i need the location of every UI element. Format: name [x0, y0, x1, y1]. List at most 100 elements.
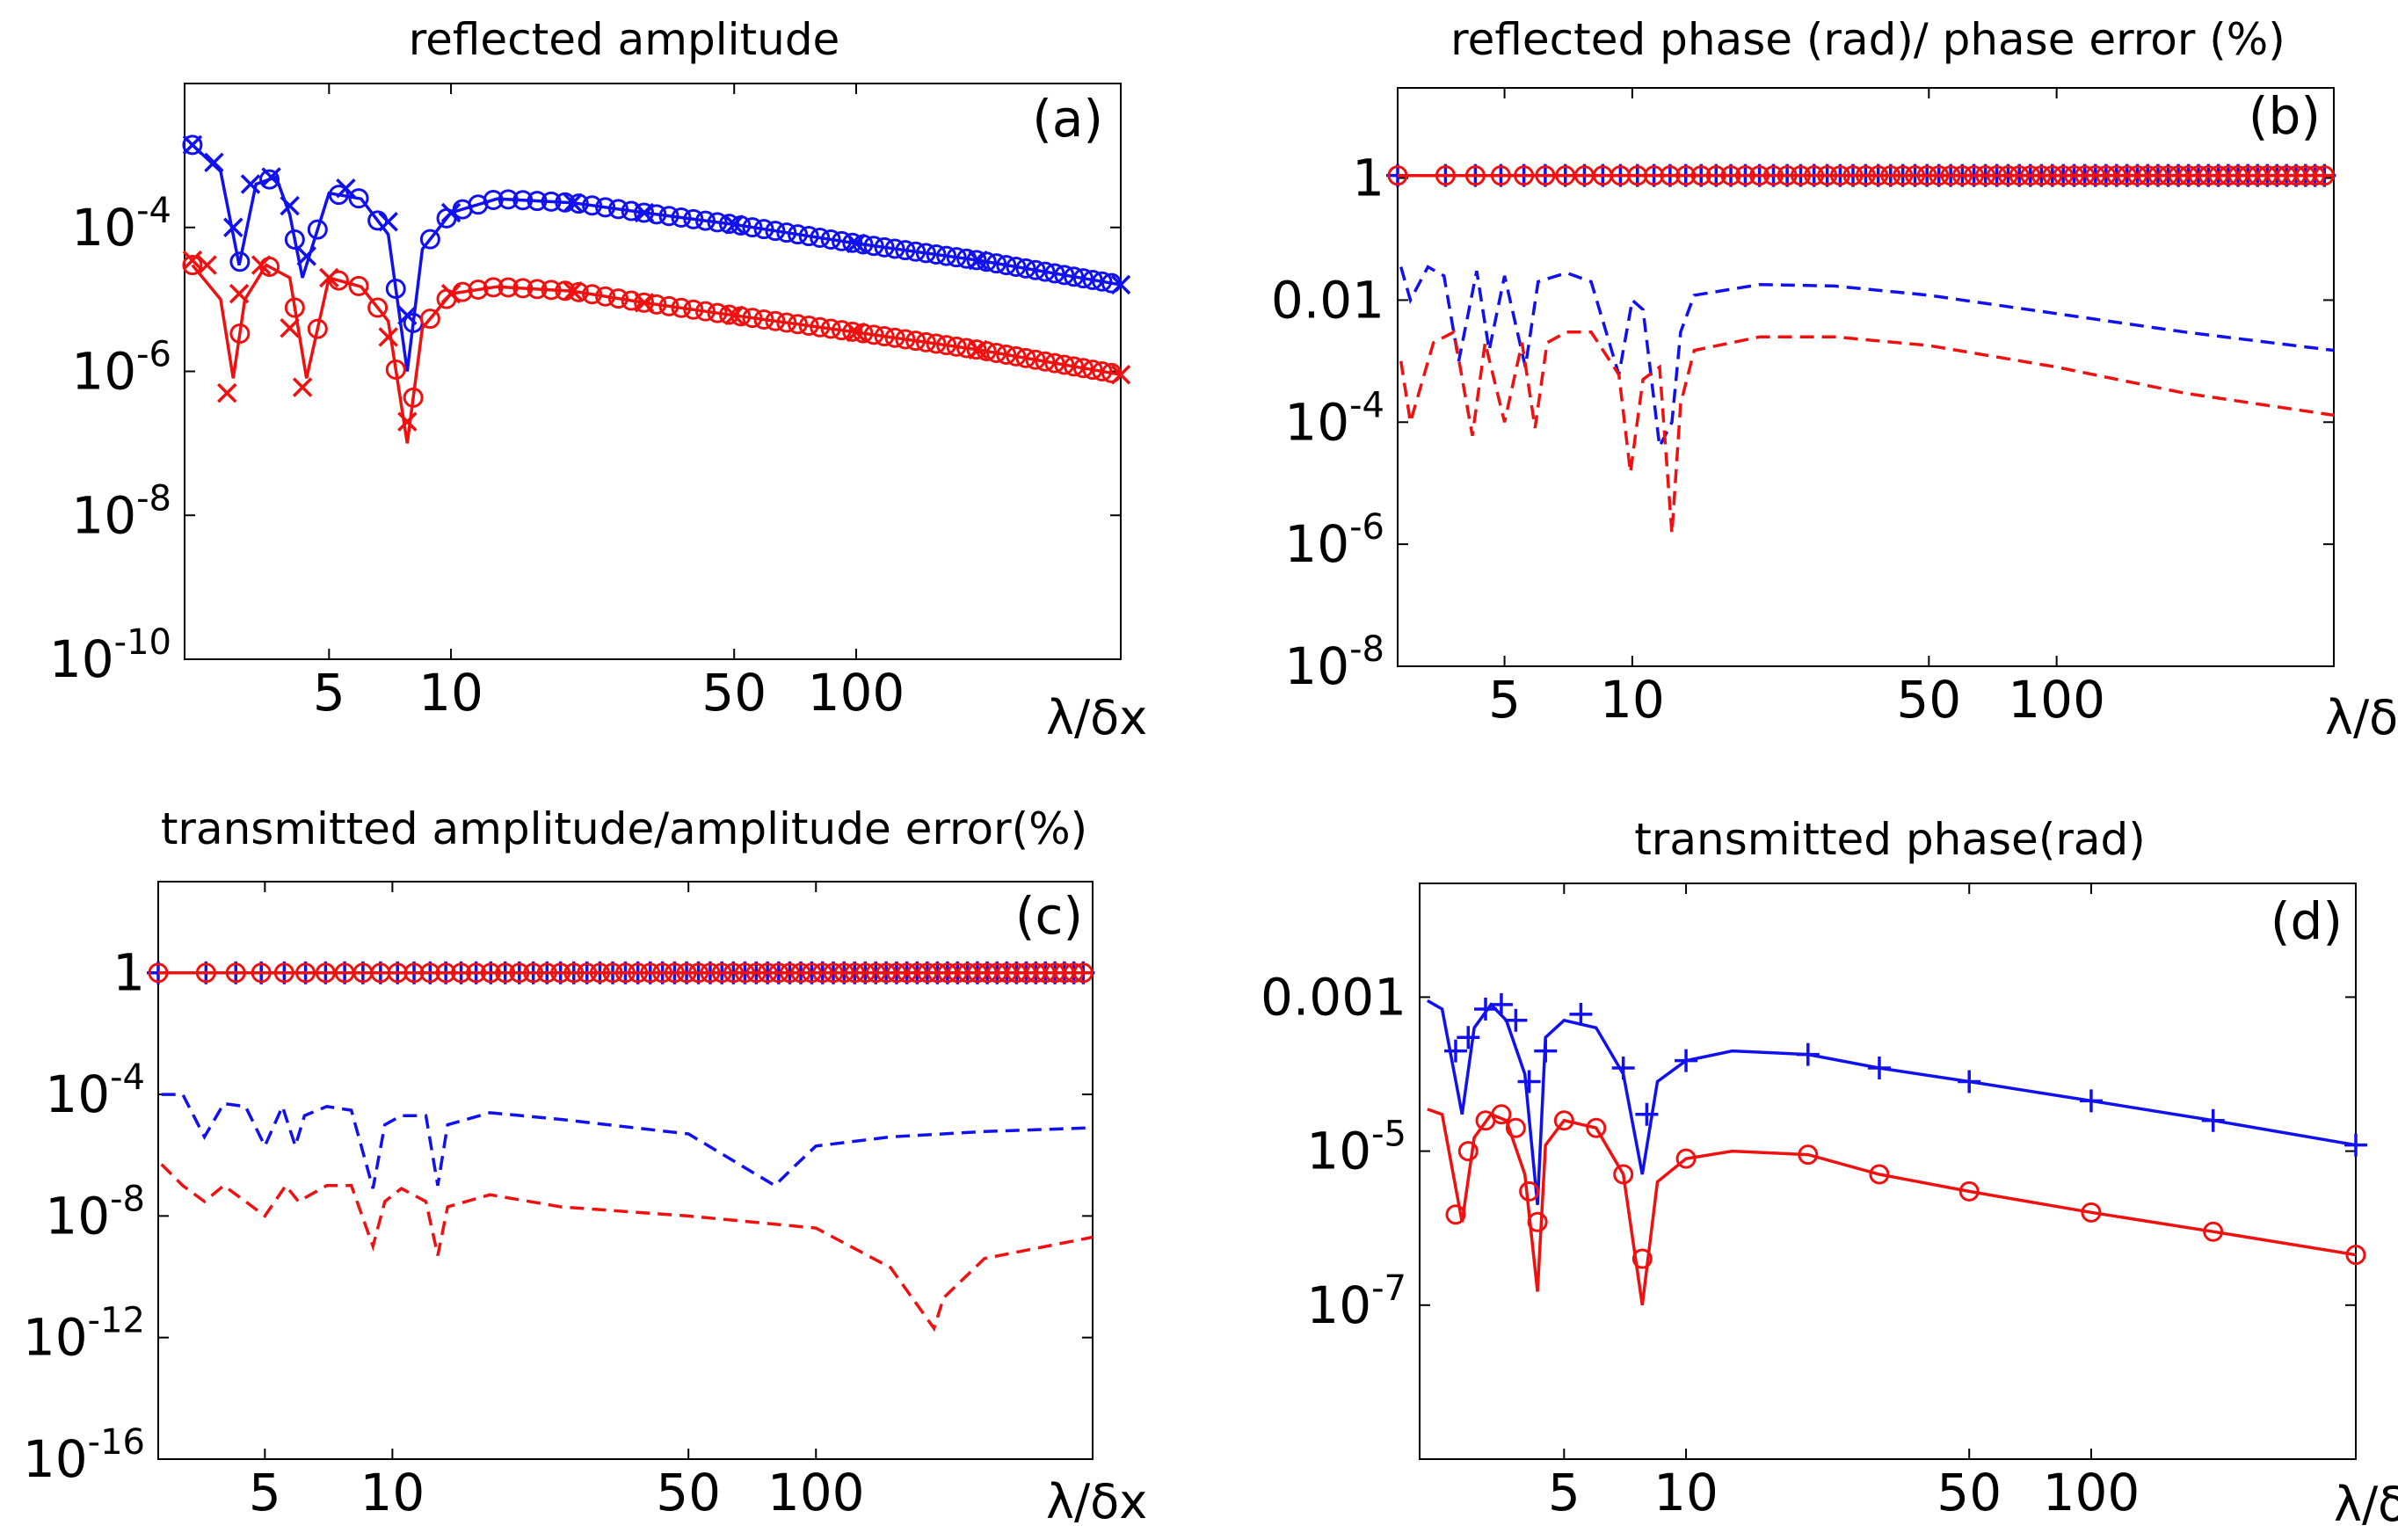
panel-c-series-1-point-40 [779, 962, 800, 984]
panel-d-label: (d) [2271, 891, 2343, 951]
panel-a-series-2-point-23 [607, 288, 629, 309]
panel-c-series-1-point-1 [195, 962, 216, 984]
panel-a-series-3-point-7 [319, 267, 339, 288]
panel-a-series-0-point-20 [568, 193, 589, 214]
panel-c-series-1-point-69 [1072, 962, 1094, 984]
panel-a-series-2-point-68 [1092, 361, 1113, 382]
panel-d-series-1-point-8 [1611, 1057, 1635, 1080]
panel-a-series-0-point-27 [658, 206, 679, 227]
panel-b-series-1-point-30 [1905, 165, 1926, 186]
panel-d-series-1-point-7 [1569, 1002, 1593, 1026]
panel-a-series-2-point-16 [512, 278, 534, 299]
panel-c-label: (c) [1015, 886, 1083, 946]
panel-b-series-1-point-64 [2266, 165, 2287, 186]
panel-d-xlabel: λ/δx [2334, 1477, 2398, 1532]
panel-b-series-3-line [1399, 330, 2335, 534]
panel-c-series-1-point-55 [937, 962, 958, 984]
panel-a-xtick-label-3: 100 [808, 663, 905, 723]
panel-b-series-1-point-57 [2198, 165, 2219, 186]
panel-b-frame [1397, 87, 2335, 667]
panel-a-series-1-point-3 [240, 174, 261, 194]
panel-a-xtick-label-0: 5 [313, 663, 345, 723]
panel-c-series-1-point-30 [664, 962, 685, 984]
panel-a-series-2-point-49 [905, 331, 926, 352]
panel-c-xtick-label-1: 10 [360, 1463, 425, 1522]
panel-a-series-1-point-7 [336, 178, 356, 199]
panel-a-series-2-point-22 [595, 286, 616, 307]
panel-a-label: (a) [1032, 89, 1103, 149]
panel-b-series-1-point-49 [2117, 165, 2138, 186]
panel-c: transmitted amplitude/amplitude error(%)… [23, 803, 1147, 1529]
panel-a-series-3-point-2 [217, 382, 237, 403]
panel-b-xtick-label-0: 5 [1488, 670, 1521, 730]
panel-c-ytick-base-2: 10 [45, 1186, 110, 1246]
panel-c-series-1-point-31 [676, 962, 697, 984]
panel-b-series-1-point-37 [1987, 165, 2008, 186]
panel-c-frame [157, 881, 1094, 1460]
panel-c-series-1-point-66 [1044, 962, 1065, 984]
panel-c-series-1-point-35 [723, 962, 744, 984]
panel-a-frame [184, 83, 1122, 660]
panel-c-series-1-point-49 [876, 962, 897, 984]
panel-d-ytick-exp-1: -5 [1371, 1115, 1406, 1155]
panel-a-series-0-point-16 [512, 190, 534, 211]
panel-a-series-1-point-15 [968, 250, 988, 271]
panel-c-series-1-point-18 [509, 962, 530, 984]
panel-a-series-0-point-46 [874, 236, 895, 258]
panel-a-xtick-label-2: 50 [701, 663, 767, 723]
panel-b-series-1-point-54 [2168, 165, 2189, 186]
panel-c-series-1-point-20 [536, 962, 557, 984]
panel-c-series-1-point-53 [917, 962, 938, 984]
panel-a-series-0-point-48 [895, 240, 916, 261]
panel-b-series-1-point-36 [1975, 165, 1996, 186]
panel-d-series-3-point-14 [1958, 1180, 1980, 1202]
panel-a-series-1-point-5 [280, 195, 300, 216]
panel-a-series-0-point-0 [182, 134, 203, 156]
panel-a-series-0-point-52 [936, 245, 957, 266]
panel-a-series-0-point-35 [753, 219, 774, 240]
panel-c-series-1-point-19 [523, 962, 544, 984]
panel-a-series-2-point-67 [1082, 360, 1103, 381]
panel-c-series-1-point-58 [967, 962, 988, 984]
panel-d-series-3-point-9 [1613, 1164, 1634, 1185]
panel-b-series-1-point-59 [2218, 165, 2239, 186]
panel-c-series-1-point-62 [1006, 962, 1027, 984]
panel-b-series-1-point-20 [1777, 165, 1798, 186]
panel-d-series-3-point-0 [1445, 1204, 1466, 1225]
panel-a-series-2-point-10 [419, 309, 440, 330]
panel-a-series-3-point-11 [563, 281, 584, 301]
panel-c-ytick-exp-1: -4 [110, 1057, 145, 1098]
panel-a-series-1-point-6 [296, 246, 316, 266]
panel-a-series-2-point-4 [307, 318, 328, 339]
panel-b-ytick-base-4: 10 [1284, 636, 1349, 696]
panel-b-label: (b) [2249, 86, 2321, 146]
panel-c-series-1-point-56 [947, 962, 968, 984]
panel-a-series-3-point-16 [1110, 365, 1131, 385]
panel-a-series-2-point-52 [936, 335, 957, 356]
panel-a-series-1-point-0 [182, 134, 203, 156]
panel-c-series-1-point-50 [886, 962, 907, 984]
panel-b-series-1-point-65 [2276, 165, 2297, 186]
panel-a: reflected amplitude (a) λ/δx 5 10 50 10010-… [49, 14, 1147, 745]
panel-a-series-3-point-0 [182, 250, 203, 271]
panel-b-series-1-point-52 [2147, 165, 2169, 186]
panel-a-series-3-point-15 [968, 339, 988, 360]
panel-a-series-2-point-53 [946, 336, 967, 357]
panel-a-series-2-point-0 [182, 255, 203, 276]
panel-c-series-1-point-38 [757, 962, 778, 984]
panel-a-series-0-point-1 [229, 251, 251, 272]
panel-a-series-1-point-4 [261, 167, 281, 187]
panel-d-series-3-point-8 [1586, 1117, 1607, 1138]
panel-a-series-2-point-9 [403, 387, 424, 408]
panel-c-series-1-point-29 [652, 962, 673, 984]
panel-b-series-1-point-6 [1555, 165, 1576, 186]
panel-a-series-2-point-27 [658, 295, 679, 316]
panel-b-series-1-point-56 [2188, 165, 2209, 186]
panel-b-ytick-label-0: 1 [1352, 149, 1384, 208]
panel-a-series-1-point-10 [440, 202, 461, 223]
panel-b-series-1-point-13 [1675, 165, 1697, 186]
panel-b-series-1-point-60 [2227, 165, 2249, 186]
panel-b-ytick-label-2: 10-4 [1284, 385, 1384, 452]
